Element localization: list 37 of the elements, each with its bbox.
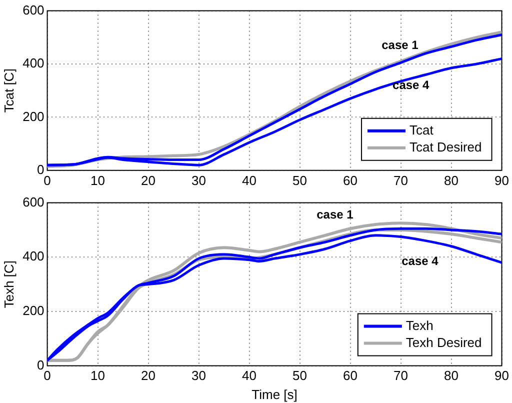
x-tick-label: 70 [394, 172, 408, 188]
x-tick-label: 40 [242, 172, 257, 188]
x-axis-title: Time [s] [252, 386, 298, 402]
y-axis-title: Tcat [C] [1, 68, 16, 113]
x-tick-label: 80 [444, 368, 459, 384]
x-tick-label: 70 [394, 368, 408, 384]
x-tick-label: 30 [192, 172, 206, 188]
x-tick-label: 90 [494, 368, 510, 384]
annotation: case 4 [402, 254, 439, 268]
x-tick-label: 10 [90, 368, 106, 384]
x-tick-label: 90 [494, 172, 510, 188]
y-tick-label: 600 [22, 2, 44, 18]
y-tick-label: 400 [22, 56, 44, 71]
x-tick-label: 60 [343, 172, 358, 188]
legend-label: Texh [406, 318, 434, 333]
annotation: case 4 [392, 78, 430, 92]
annotation: case 1 [382, 38, 419, 52]
legend-label: Texh Desired [406, 334, 482, 350]
x-tick-label: 50 [292, 172, 308, 188]
y-tick-label: 200 [22, 108, 44, 124]
x-tick-label: 30 [192, 368, 206, 384]
y-axis-title: Texh [C] [1, 260, 16, 308]
y-tick-label: 0 [37, 357, 44, 372]
x-tick-label: 50 [292, 368, 308, 384]
y-tick-label: 600 [22, 194, 44, 210]
y-tick-label: 400 [22, 248, 44, 264]
annotation: case 1 [316, 207, 354, 222]
y-tick-label: 0 [37, 162, 44, 177]
x-tick-label: 10 [90, 172, 106, 188]
legend-label: Tcat [410, 122, 434, 138]
legend-label: Tcat Desired [410, 139, 482, 154]
x-tick-label: 80 [444, 172, 459, 188]
x-tick-label: 60 [343, 368, 358, 384]
x-tick-label: 20 [141, 368, 156, 384]
x-tick-label: 40 [242, 368, 257, 384]
y-tick-label: 200 [22, 303, 44, 318]
x-tick-label: 20 [141, 172, 156, 188]
